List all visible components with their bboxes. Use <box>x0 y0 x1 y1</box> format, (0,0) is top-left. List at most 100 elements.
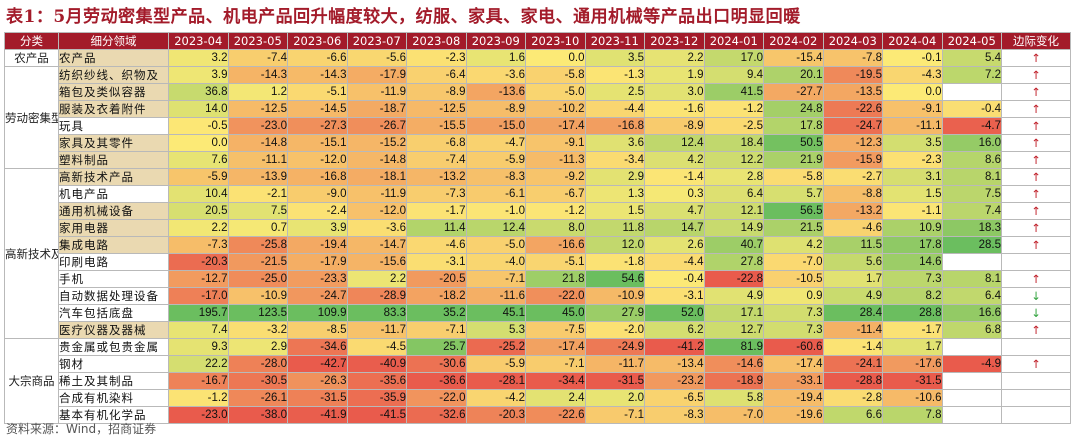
value-cell: 8.1 <box>941 270 1002 288</box>
column-header: 细分领域 <box>58 32 169 50</box>
value-cell: -25.8 <box>227 236 288 254</box>
value-cell: -4.4 <box>584 100 645 118</box>
up-arrow-icon: ↑ <box>1001 168 1071 186</box>
change-cell <box>1001 406 1071 424</box>
value-cell: 5.3 <box>465 321 526 339</box>
value-cell: 54.6 <box>584 270 645 288</box>
value-cell: -26.1 <box>227 389 288 407</box>
value-cell: -41.5 <box>346 406 407 424</box>
value-cell: -9.0 <box>287 185 348 203</box>
value-cell: -5.9 <box>168 168 229 186</box>
up-arrow-icon: ↑ <box>1001 117 1071 135</box>
value-cell: -13.6 <box>465 83 526 101</box>
value-cell: -14.5 <box>287 100 348 118</box>
value-cell: -24.7 <box>287 287 348 305</box>
value-cell: -10.2 <box>525 100 586 118</box>
value-cell: -15.6 <box>346 253 407 271</box>
value-cell: -1.6 <box>644 100 705 118</box>
value-cell: -31.5 <box>882 372 943 390</box>
value-cell: -4.3 <box>882 66 943 84</box>
value-cell: -19.6 <box>763 406 824 424</box>
up-arrow-icon: ↑ <box>1001 134 1071 152</box>
value-cell: -3.4 <box>584 151 645 169</box>
value-cell: 195.7 <box>168 304 229 322</box>
value-cell: 2.9 <box>227 338 288 356</box>
value-cell: -12.7 <box>168 270 229 288</box>
category-cell: 劳动密集型产品 <box>4 66 59 169</box>
value-cell: -22.0 <box>525 287 586 305</box>
value-cell: 20.1 <box>763 66 824 84</box>
value-cell: -1.2 <box>525 202 586 220</box>
value-cell: -1.3 <box>584 66 645 84</box>
table-row: 稀土及其制品 -16.7 -30.5 -26.3 -35.6 -36.6 -28.1 -34.… <box>5 372 1071 390</box>
value-cell: -0.1 <box>882 49 943 67</box>
value-cell: 7.5 <box>941 185 1002 203</box>
value-cell: -12.0 <box>287 151 348 169</box>
change-cell <box>1001 372 1071 390</box>
value-cell: -17.4 <box>763 355 824 373</box>
value-cell: 109.9 <box>287 304 348 322</box>
value-cell: 17.0 <box>703 49 764 67</box>
value-cell: -13.2 <box>406 168 467 186</box>
value-cell: -11.3 <box>525 151 586 169</box>
value-cell: -25.2 <box>465 338 526 356</box>
up-arrow-icon: ↑ <box>1001 151 1071 169</box>
value-cell: 7.3 <box>763 304 824 322</box>
value-cell: 45.0 <box>525 304 586 322</box>
value-cell: 3.5 <box>584 49 645 67</box>
value-cell: 17.8 <box>882 236 943 254</box>
sector-name-cell: 钢材 <box>58 355 169 373</box>
value-cell: -11.1 <box>882 117 943 135</box>
value-cell: 3.1 <box>882 168 943 186</box>
sector-name-cell: 高新技术产品 <box>58 168 169 186</box>
value-cell: 11.5 <box>822 236 883 254</box>
value-cell: 8.0 <box>525 219 586 237</box>
column-header: 2024-02 <box>763 32 824 50</box>
value-cell: 8.2 <box>882 287 943 305</box>
value-cell: -11.7 <box>584 355 645 373</box>
value-cell: 2.6 <box>644 236 705 254</box>
value-cell: 1.7 <box>822 270 883 288</box>
category-cell: 高新技术及机电产品 <box>4 168 59 339</box>
value-cell: -1.2 <box>703 100 764 118</box>
value-cell: 4.7 <box>644 202 705 220</box>
value-cell: 0.7 <box>227 219 288 237</box>
value-cell: 41.5 <box>703 83 764 101</box>
value-cell: 6.8 <box>941 321 1002 339</box>
value-cell: 28.8 <box>882 304 943 322</box>
column-header: 边际变化 <box>1001 32 1071 50</box>
value-cell: -7.1 <box>584 406 645 424</box>
value-cell: -1.4 <box>644 168 705 186</box>
value-cell: -8.8 <box>822 185 883 203</box>
sector-name-cell: 家用电器 <box>58 219 169 237</box>
value-cell: -8.9 <box>406 83 467 101</box>
value-cell: -5.8 <box>763 168 824 186</box>
value-cell: 11.8 <box>584 219 645 237</box>
source-note: 资料来源：Wind，招商证券 <box>6 422 157 436</box>
column-header: 2023-11 <box>584 32 645 50</box>
value-cell: -13.9 <box>227 168 288 186</box>
value-cell: 7.2 <box>941 66 1002 84</box>
value-cell: -18.2 <box>406 287 467 305</box>
value-cell: 7.3 <box>763 321 824 339</box>
value-cell: -1.7 <box>406 202 467 220</box>
value-cell: -11.6 <box>465 287 526 305</box>
column-header: 2023-04 <box>168 32 229 50</box>
value-cell: -14.6 <box>703 355 764 373</box>
value-cell: -13.2 <box>822 202 883 220</box>
value-cell: -2.8 <box>822 389 883 407</box>
value-cell: -10.5 <box>763 270 824 288</box>
value-cell: -13.4 <box>644 355 705 373</box>
value-cell <box>941 372 1002 390</box>
value-cell: -36.6 <box>406 372 467 390</box>
value-cell: 12.2 <box>703 151 764 169</box>
value-cell: 0.0 <box>168 134 229 152</box>
value-cell: 0.0 <box>525 49 586 67</box>
value-cell: -20.3 <box>465 406 526 424</box>
value-cell: -20.5 <box>406 270 467 288</box>
value-cell: -8.3 <box>644 406 705 424</box>
up-arrow-icon: ↑ <box>1001 236 1071 254</box>
value-cell: -23.3 <box>287 270 348 288</box>
value-cell: 4.2 <box>763 236 824 254</box>
value-cell: -6.1 <box>465 185 526 203</box>
